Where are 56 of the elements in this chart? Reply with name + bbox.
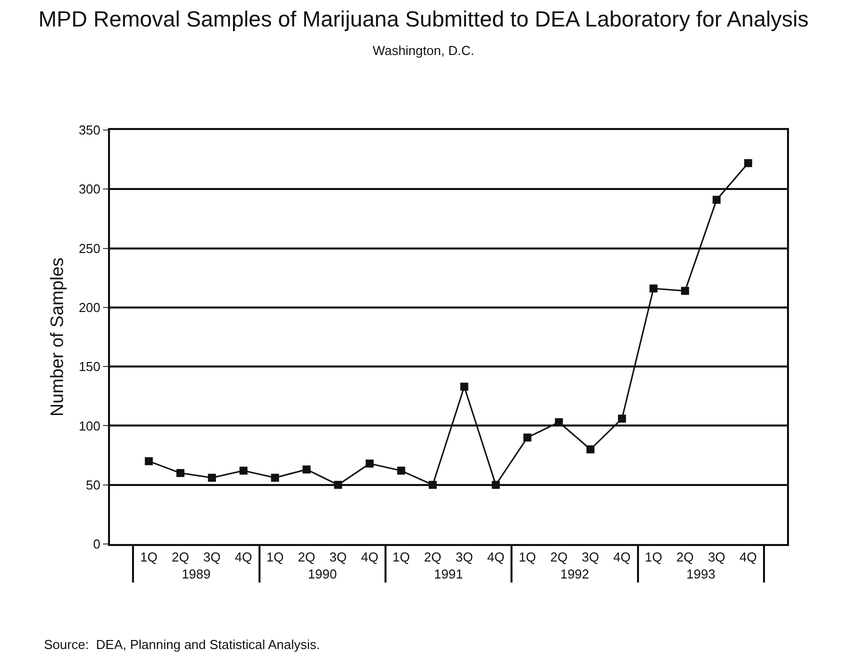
point [492, 480, 500, 489]
chart-subtitle: Washington, D.C. [372, 43, 474, 58]
point [744, 159, 752, 168]
point [334, 480, 342, 489]
y-tick-label: 0 [93, 536, 100, 552]
y-tick-label: 250 [78, 240, 100, 256]
x-tick-label: 1Q [644, 550, 662, 565]
chart-title: MPD Removal Samples of Marijuana Submitted to DEA Laboratory for Analysis [38, 6, 809, 32]
x-tick-label: 4Q [234, 550, 252, 565]
point [681, 286, 690, 295]
x-tick-label: 1Q [266, 550, 284, 565]
point [397, 466, 406, 475]
y-tick-label: 150 [78, 359, 100, 374]
point [650, 284, 658, 292]
x-tick-label: 1Q [518, 550, 536, 565]
x-tick-label: 4Q [487, 550, 504, 565]
x-tick-label: 4Q [360, 550, 378, 565]
point [239, 466, 248, 475]
y-axis-title: Number of Samples [47, 257, 67, 417]
point [271, 474, 280, 482]
y-tick-label: 200 [78, 300, 100, 315]
source-note: Source: DEA, Planning and Statistical Analysis. [44, 637, 320, 652]
y-tick-label: 50 [86, 477, 100, 492]
x-tick-label: 3Q [456, 550, 473, 565]
x-tick-label: 2Q [298, 550, 316, 565]
point [523, 434, 532, 442]
x-tick-label: 1Q [140, 550, 158, 565]
point [208, 474, 216, 482]
point [712, 196, 721, 204]
text: 1992 [560, 566, 590, 582]
point [176, 469, 184, 478]
x-tick-label: 4Q [613, 550, 631, 565]
point [618, 414, 626, 423]
x-tick-label: 3Q [203, 550, 221, 565]
y-tick-label: 300 [78, 182, 100, 197]
x-tick-label: 4Q [739, 550, 757, 565]
text: 1990 [308, 566, 337, 582]
text: 1991 [434, 566, 463, 582]
x-tick-label: 2Q [550, 550, 568, 565]
point [144, 457, 153, 466]
x-tick-label: 3Q [582, 550, 600, 565]
point [302, 465, 311, 474]
point [586, 445, 594, 454]
x-tick-label: 3Q [708, 550, 726, 565]
point [428, 480, 437, 489]
point [460, 382, 468, 391]
x-tick-label: 1Q [392, 550, 410, 565]
point [366, 460, 374, 468]
x-tick-label: 2Q [676, 550, 694, 565]
text: 1993 [686, 566, 716, 582]
x-tick-label: 2Q [424, 550, 442, 565]
y-tick-label: 350 [78, 122, 100, 138]
text: 1989 [182, 566, 211, 582]
x-tick-label: 2Q [172, 550, 190, 565]
y-tick-label: 100 [78, 418, 100, 434]
x-tick-label: 3Q [329, 550, 347, 565]
